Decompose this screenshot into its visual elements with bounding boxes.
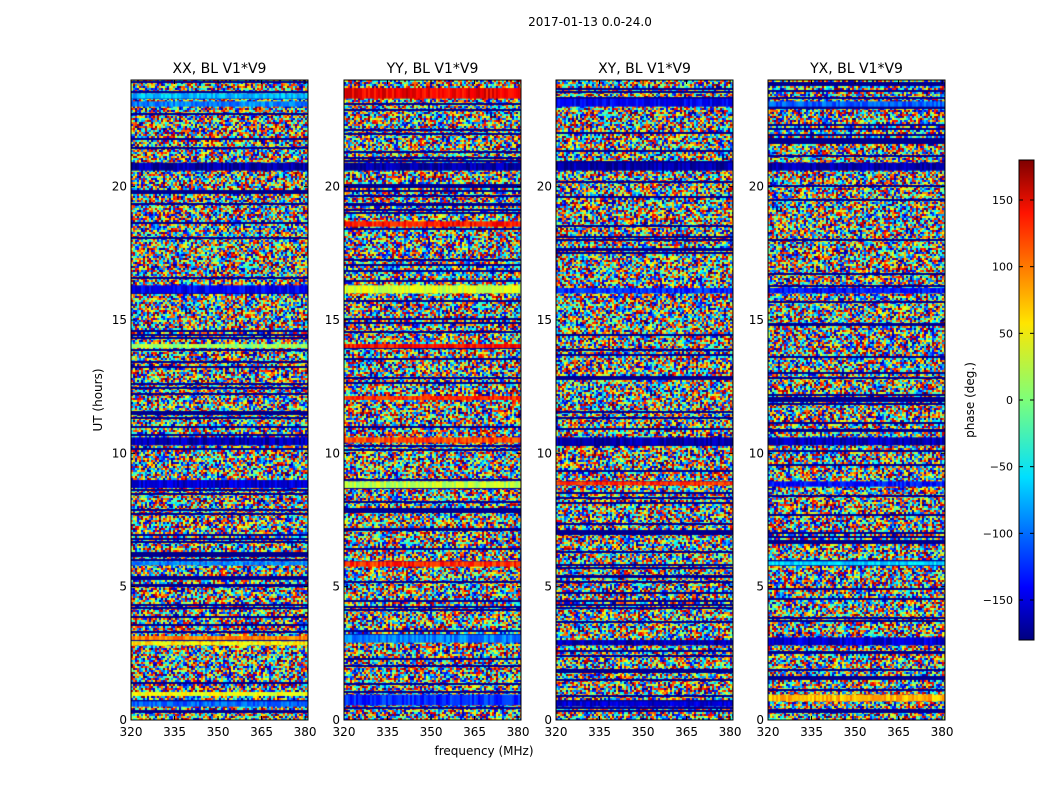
y-tick-label: 10	[537, 446, 552, 460]
x-tick-label: 335	[163, 725, 186, 739]
y-tick-label: 0	[756, 713, 764, 727]
panel-frame	[343, 79, 522, 721]
x-tick-label: 320	[120, 725, 143, 739]
y-axis-label: UT (hours)	[91, 368, 105, 431]
x-tick-label: 365	[887, 725, 910, 739]
x-tick-label: 350	[420, 725, 443, 739]
y-tick-label: 10	[112, 446, 127, 460]
colorbar-tick-label: −150	[983, 594, 1013, 607]
x-tick-label: 320	[545, 725, 568, 739]
x-tick-label: 350	[207, 725, 230, 739]
y-tick-label: 15	[749, 313, 764, 327]
y-tick-label: 0	[332, 713, 340, 727]
panel-frame	[555, 79, 734, 721]
x-tick-label: 350	[632, 725, 655, 739]
y-tick-label: 15	[537, 313, 552, 327]
colorbar-tick-label: −100	[983, 527, 1013, 540]
x-tick-label: 320	[757, 725, 780, 739]
x-tick-label: 335	[588, 725, 611, 739]
y-tick-label: 20	[325, 180, 340, 194]
phase-heatmap	[344, 80, 521, 720]
colorbar-ticks: 150 100 50 0 −50 −100 −150	[983, 194, 1034, 607]
x-tick-label: 380	[507, 725, 530, 739]
phase-heatmap	[768, 80, 945, 720]
y-tick-label: 10	[749, 446, 764, 460]
colorbar: 150 100 50 0 −50 −100 −150 phase (deg.)	[963, 159, 1035, 641]
y-tick-label: 0	[119, 713, 127, 727]
x-tick-label: 335	[800, 725, 823, 739]
colorbar-tick-label: 150	[992, 194, 1013, 207]
y-tick-label: 10	[325, 446, 340, 460]
colorbar-tick-label: −50	[990, 461, 1013, 474]
x-tick-label: 350	[844, 725, 867, 739]
panel-title: XY, BL V1*V9	[598, 61, 691, 77]
y-tick-label: 20	[749, 180, 764, 194]
y-tick-label: 5	[544, 580, 552, 594]
panel-frame	[130, 79, 309, 721]
phase-heatmap	[131, 80, 308, 720]
panel-title: XX, BL V1*V9	[173, 61, 267, 77]
phase-heatmap	[556, 80, 733, 720]
panel-1: XX, BL V1*V9 320 335 350 365 380 0 5 10 15 20	[112, 61, 317, 739]
x-tick-label: 320	[333, 725, 356, 739]
y-tick-label: 5	[756, 580, 764, 594]
figure-title: 2017-01-13 0.0-24.0	[528, 15, 652, 29]
x-tick-label: 380	[294, 725, 317, 739]
x-tick-label: 365	[250, 725, 273, 739]
colorbar-tick-label: 50	[999, 327, 1013, 340]
x-tick-label: 380	[719, 725, 742, 739]
y-tick-label: 15	[325, 313, 340, 327]
panel-title: YY, BL V1*V9	[386, 61, 479, 77]
x-axis-label: frequency (MHz)	[434, 744, 533, 758]
panel-title: YX, BL V1*V9	[809, 61, 903, 77]
panel-3: XY, BL V1*V9 320 335 350 365 380 0 5 10 15 20	[537, 61, 742, 739]
panel-2: YY, BL V1*V9 320 335 350 365 380 0 5 10 15 20	[325, 61, 530, 739]
x-tick-label: 365	[675, 725, 698, 739]
panel-frame	[767, 79, 946, 721]
x-tick-label: 365	[463, 725, 486, 739]
x-tick-label: 335	[376, 725, 399, 739]
y-tick-label: 20	[537, 180, 552, 194]
y-tick-label: 0	[544, 713, 552, 727]
y-tick-label: 5	[119, 580, 127, 594]
colorbar-label: phase (deg.)	[963, 362, 977, 438]
panel-4: YX, BL V1*V9 320 335 350 365 380 0 5 10 15 20	[749, 61, 954, 739]
y-tick-label: 15	[112, 313, 127, 327]
x-tick-label: 380	[931, 725, 954, 739]
y-tick-label: 5	[332, 580, 340, 594]
colorbar-tick-label: 100	[992, 261, 1013, 274]
y-tick-label: 20	[112, 180, 127, 194]
colorbar-tick-label: 0	[1006, 394, 1013, 407]
